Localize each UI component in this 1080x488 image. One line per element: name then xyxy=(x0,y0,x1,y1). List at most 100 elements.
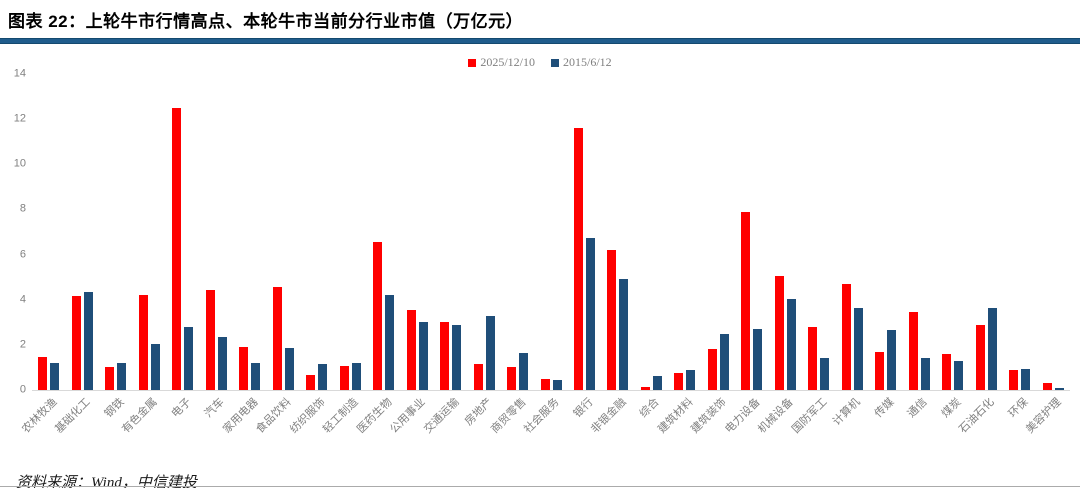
bar-group xyxy=(32,74,65,390)
x-axis-cell: 计算机 xyxy=(831,391,869,471)
bar-group xyxy=(970,74,1003,390)
bar xyxy=(786,298,796,390)
bar-group xyxy=(1037,74,1070,390)
bar-chart: 0 2 4 6 8 10 12 14 xyxy=(0,68,1080,395)
bar xyxy=(284,348,294,390)
bar xyxy=(519,352,529,390)
bar xyxy=(540,378,550,390)
bar xyxy=(954,360,964,390)
bar xyxy=(975,324,985,390)
bar-group xyxy=(501,74,534,390)
bar xyxy=(318,364,328,390)
legend-swatch-blue xyxy=(551,58,559,67)
bar xyxy=(887,330,897,390)
chart-title: 图表 22：上轮牛市行情高点、本轮牛市当前分行业市值（万亿元） xyxy=(8,12,524,31)
bar-group xyxy=(266,74,299,390)
bar-group xyxy=(735,74,768,390)
y-tick-label: 4 xyxy=(19,293,26,306)
bar xyxy=(306,375,316,390)
bar xyxy=(385,295,395,390)
legend-label-2015: 2015/6/12 xyxy=(563,55,612,69)
bar-group xyxy=(903,74,936,390)
bar-group xyxy=(65,74,98,390)
legend-item-2025: 2025/12/10 xyxy=(468,55,535,70)
bar xyxy=(150,343,160,390)
bar xyxy=(473,364,483,390)
bar xyxy=(184,326,194,390)
x-tick-label: 传媒 xyxy=(872,396,897,421)
bar xyxy=(707,349,717,390)
bar xyxy=(351,362,361,390)
bar xyxy=(1021,368,1031,390)
bar-group xyxy=(534,74,567,390)
bar xyxy=(406,309,416,390)
bar xyxy=(674,373,684,390)
bar-group xyxy=(233,74,266,390)
y-tick-label: 6 xyxy=(19,248,26,261)
legend-label-2025: 2025/12/10 xyxy=(480,55,535,69)
bar-group xyxy=(635,74,668,390)
bar-group xyxy=(601,74,634,390)
bar-group xyxy=(434,74,467,390)
x-axis-cell: 基础化工 xyxy=(53,391,98,471)
bar-group xyxy=(1003,74,1036,390)
x-tick-label: 银行 xyxy=(571,396,596,421)
bar-group xyxy=(333,74,366,390)
bar xyxy=(1042,383,1052,390)
bar xyxy=(774,276,784,390)
bar-group xyxy=(836,74,869,390)
bar xyxy=(172,107,182,390)
bar xyxy=(820,358,830,390)
bar xyxy=(272,287,282,390)
bar xyxy=(117,362,127,390)
bar xyxy=(138,295,148,390)
x-axis-cell: 传媒 xyxy=(869,391,902,471)
bar xyxy=(105,367,115,390)
bar xyxy=(418,322,428,390)
bar xyxy=(573,128,583,390)
bar xyxy=(1054,387,1064,390)
bar xyxy=(808,326,818,390)
x-axis-cell: 美容护理 xyxy=(1024,391,1070,471)
bar-group xyxy=(166,74,199,390)
bar xyxy=(753,329,763,390)
bar-group xyxy=(869,74,902,390)
bar-group xyxy=(936,74,969,390)
bar xyxy=(50,362,60,390)
bar xyxy=(741,211,751,390)
bar xyxy=(205,289,215,390)
bar xyxy=(719,333,729,390)
bar xyxy=(875,351,885,390)
x-axis-cell: 社会服务 xyxy=(522,391,567,471)
legend-swatch-red xyxy=(468,58,477,67)
legend-item-2015: 2015/6/12 xyxy=(551,55,612,70)
bar xyxy=(485,315,495,390)
title-rule xyxy=(0,38,1080,44)
x-tick-label: 钢铁 xyxy=(102,396,127,421)
x-tick-label: 综合 xyxy=(638,396,663,421)
x-axis-cell: 通信 xyxy=(903,391,936,471)
bar xyxy=(339,366,349,390)
bar-group xyxy=(199,74,232,390)
bar xyxy=(71,296,81,390)
bar xyxy=(619,279,629,390)
x-axis-cell: 交通运输 xyxy=(422,391,467,471)
x-tick-label: 汽车 xyxy=(202,396,227,421)
x-tick-label: 环保 xyxy=(1006,396,1031,421)
bar xyxy=(440,322,450,390)
bar xyxy=(83,291,93,390)
bar-group xyxy=(467,74,500,390)
y-axis: 0 2 4 6 8 10 12 14 xyxy=(6,68,32,395)
bar-group xyxy=(769,74,802,390)
x-axis-cell: 电子 xyxy=(166,391,199,471)
x-axis-cell: 有色金属 xyxy=(120,391,165,471)
bar xyxy=(507,367,517,390)
bar-group xyxy=(702,74,735,390)
bar xyxy=(452,324,462,390)
y-tick-label: 8 xyxy=(19,202,26,215)
bar-group xyxy=(367,74,400,390)
bar xyxy=(239,347,249,390)
bar xyxy=(841,283,851,390)
bar xyxy=(987,307,997,390)
